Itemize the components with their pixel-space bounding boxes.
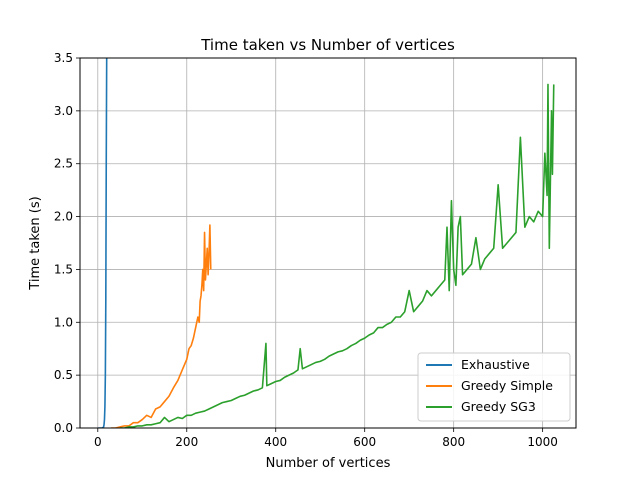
y-axis: 0.0 0.5 1.0 1.5 2.0 2.5 3.0 3.5 [54, 51, 80, 435]
plot-frame [79, 57, 577, 429]
y-tick-label: 2.0 [54, 210, 73, 224]
y-tick-label: 1.0 [54, 315, 73, 329]
y-tick-label: 3.5 [54, 51, 73, 65]
legend-box [417, 352, 571, 422]
x-tick-label: 1000 [527, 435, 558, 449]
x-tick-label: 800 [442, 435, 465, 449]
chart-title: Time taken vs Number of vertices [200, 36, 455, 54]
x-axis-label: Number of vertices [266, 456, 391, 471]
x-tick-label: 600 [353, 435, 376, 449]
series-line-exhaustive [98, 58, 108, 428]
y-tick-label: 3.0 [54, 104, 73, 118]
y-tick-label: 0.0 [54, 421, 73, 435]
y-tick-label: 2.5 [54, 157, 73, 171]
legend-label-greedy-sg3: Greedy SG3 [461, 399, 536, 414]
series-line-greedy-simple [111, 224, 212, 428]
y-tick-label: 0.5 [54, 368, 73, 382]
x-tick-label: 200 [175, 435, 198, 449]
series-layer [98, 58, 555, 428]
legend: Exhaustive Greedy Simple Greedy SG3 [417, 352, 571, 422]
series-line-greedy-sg3 [120, 83, 555, 428]
x-tick-label: 400 [264, 435, 287, 449]
y-axis-label: Time taken (s) [28, 196, 43, 290]
legend-label-exhaustive: Exhaustive [461, 357, 530, 372]
x-axis: 0 200 400 600 800 1000 [94, 428, 558, 449]
y-tick-label: 1.5 [54, 262, 73, 276]
legend-label-greedy-simple: Greedy Simple [461, 378, 553, 393]
x-tick-label: 0 [94, 435, 102, 449]
